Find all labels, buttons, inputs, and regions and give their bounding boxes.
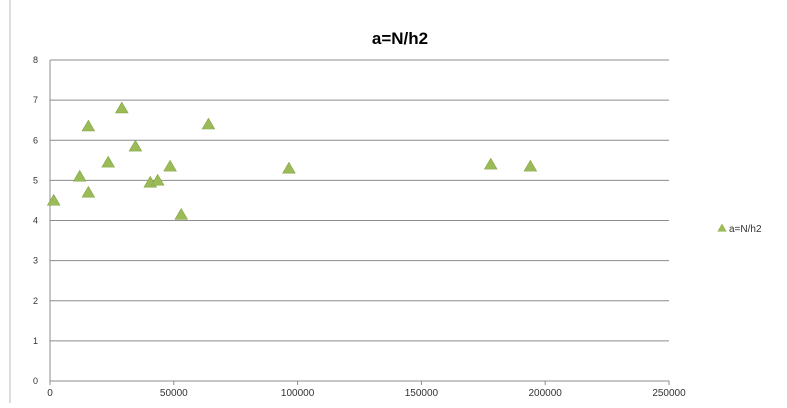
data-point [150, 173, 165, 186]
data-point [114, 101, 129, 114]
x-tick-label: 100000 [281, 388, 315, 399]
data-point [483, 157, 498, 170]
x-tick-label: 250000 [652, 388, 686, 399]
y-tick-label: 0 [33, 376, 38, 386]
y-tick-label: 4 [33, 216, 38, 226]
data-point [128, 139, 143, 152]
x-tick-label: 0 [47, 388, 53, 399]
data-point [81, 185, 96, 198]
legend-marker-icon [717, 223, 727, 232]
data-points [46, 101, 538, 220]
data-point [101, 155, 116, 168]
tick-labels: 0 1 2 3 4 5 6 7 8 0 50000 100000 150000 200000 250000 [33, 55, 686, 399]
y-tick-label: 3 [33, 256, 38, 266]
x-tick-label: 50000 [160, 388, 188, 399]
y-tick-label: 1 [33, 336, 38, 346]
axes [9, 0, 670, 403]
y-tick-label: 2 [33, 296, 38, 306]
data-point [282, 161, 296, 174]
data-point [201, 117, 216, 130]
gridlines [50, 59, 669, 342]
y-tick-label: 6 [33, 135, 38, 145]
y-tick-label: 7 [33, 95, 38, 105]
legend: a=N/h2 [717, 223, 762, 235]
data-point [174, 207, 189, 220]
y-tick-label: 5 [33, 175, 38, 185]
data-point [523, 159, 538, 172]
legend-label: a=N/h2 [729, 224, 762, 235]
x-tick-label: 150000 [405, 388, 439, 399]
x-tick-label: 200000 [529, 388, 563, 399]
data-point [163, 159, 177, 172]
data-point [46, 193, 61, 206]
data-point [72, 169, 87, 182]
chart-title: a=N/h2 [372, 29, 428, 48]
y-tick-label: 8 [33, 55, 38, 65]
data-point [81, 119, 96, 132]
